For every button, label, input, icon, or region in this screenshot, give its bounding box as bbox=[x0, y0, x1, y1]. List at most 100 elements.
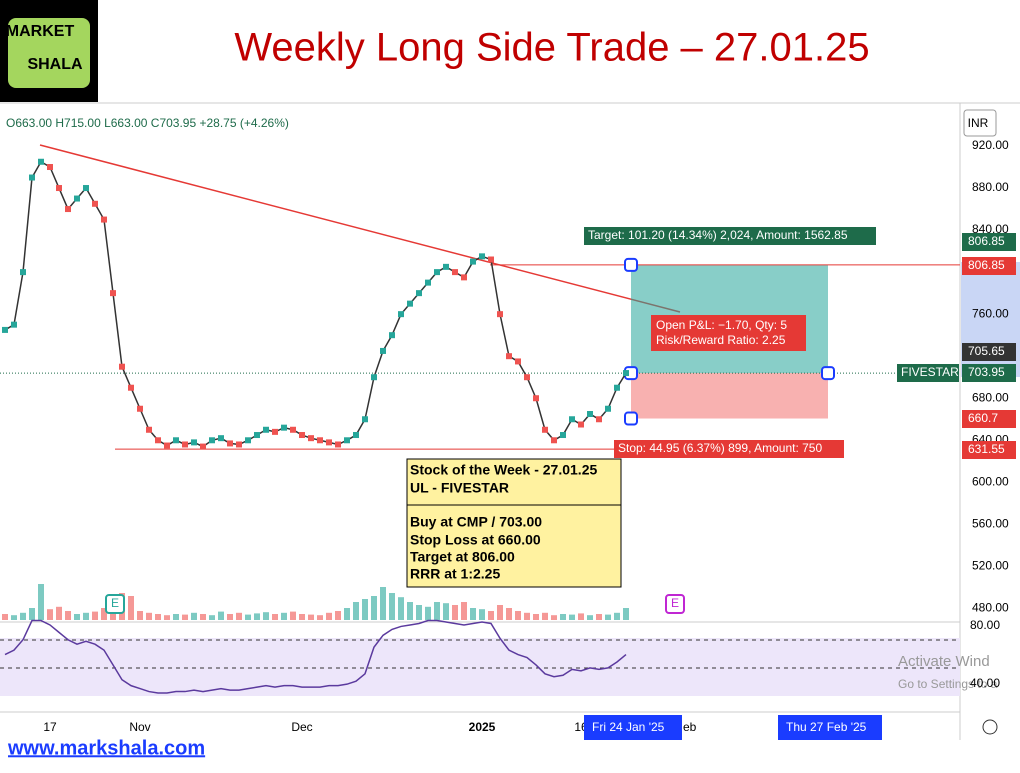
y-tick-label: 840.00 bbox=[972, 222, 1009, 236]
volume-bar bbox=[380, 587, 386, 620]
volume-bar bbox=[218, 611, 224, 620]
price-tag-bg bbox=[962, 343, 1016, 361]
handle bbox=[624, 257, 638, 272]
volume-bar bbox=[20, 612, 26, 620]
candle bbox=[272, 428, 278, 435]
volume-bar bbox=[461, 602, 467, 620]
handle bbox=[624, 411, 638, 426]
candle bbox=[362, 416, 368, 423]
candle bbox=[605, 405, 611, 412]
volume-bar bbox=[569, 614, 575, 620]
stop-zone bbox=[631, 373, 828, 419]
x-tick-label: 2025 bbox=[469, 720, 496, 734]
stop-label: Stop: 44.95 (6.37%) 899, Amount: 750 bbox=[618, 441, 822, 455]
volume-bar bbox=[623, 608, 629, 620]
candle bbox=[515, 358, 521, 365]
volume-bar bbox=[29, 608, 35, 620]
price-tag: 806.85 bbox=[968, 234, 1005, 248]
currency-button[interactable] bbox=[963, 109, 997, 137]
note-text: Target at 806.00 bbox=[410, 549, 515, 565]
note-text: RRR at 1:2.25 bbox=[410, 566, 500, 582]
volume-bar bbox=[182, 614, 188, 620]
volume-bar bbox=[236, 612, 242, 620]
volume-bar bbox=[506, 608, 512, 620]
candle bbox=[506, 353, 512, 360]
volume-bar bbox=[290, 611, 296, 620]
candle bbox=[461, 274, 467, 281]
y-tick-label: 920.00 bbox=[972, 138, 1009, 152]
volume-bar bbox=[92, 611, 98, 620]
candle bbox=[308, 435, 314, 442]
candle bbox=[155, 437, 161, 444]
watermark: Activate Wind bbox=[898, 653, 990, 670]
volume-bar bbox=[443, 603, 449, 620]
candle bbox=[2, 326, 8, 333]
target-label-bg bbox=[584, 227, 876, 245]
volume-bar bbox=[344, 608, 350, 620]
volume-bar bbox=[335, 611, 341, 620]
volume-bar bbox=[362, 599, 368, 620]
currency[interactable]: INR bbox=[968, 116, 989, 130]
candle bbox=[533, 395, 539, 402]
price-series bbox=[4, 160, 627, 448]
candle bbox=[470, 258, 476, 265]
volume-bar bbox=[488, 611, 494, 620]
rsi-tick-label: 40.00 bbox=[970, 676, 1000, 690]
volume-bar bbox=[128, 596, 134, 620]
candle bbox=[200, 443, 206, 450]
note-text: UL - FIVESTAR bbox=[410, 480, 509, 496]
candle bbox=[452, 269, 458, 276]
logo-text: MARKET bbox=[6, 23, 75, 40]
candle bbox=[146, 426, 152, 433]
y-tick-label: 600.00 bbox=[972, 474, 1009, 488]
candle bbox=[614, 384, 620, 391]
pnl-bg bbox=[651, 315, 806, 351]
volume-bar bbox=[524, 612, 530, 620]
candle bbox=[371, 374, 377, 381]
settings-icon[interactable] bbox=[982, 719, 998, 735]
volume-bar bbox=[209, 615, 215, 620]
candle bbox=[236, 441, 242, 448]
stop-label-bg bbox=[614, 440, 844, 458]
note-text: Buy at CMP / 703.00 bbox=[410, 514, 542, 530]
candle bbox=[524, 374, 530, 381]
volume-bar bbox=[263, 612, 269, 620]
volume-bar bbox=[56, 606, 62, 620]
volume-bar bbox=[614, 612, 620, 620]
candle bbox=[254, 432, 260, 439]
candle bbox=[245, 437, 251, 444]
candle bbox=[119, 363, 125, 370]
y-tick-label: 760.00 bbox=[972, 306, 1009, 320]
candle bbox=[344, 437, 350, 444]
date-tag-bg bbox=[778, 715, 882, 740]
rsi-tick-label: 80.00 bbox=[970, 618, 1000, 632]
logo-text: SHALA bbox=[27, 56, 83, 73]
candle bbox=[38, 158, 44, 165]
volume-bar bbox=[164, 615, 170, 620]
candle bbox=[191, 439, 197, 446]
candle bbox=[497, 311, 503, 318]
price-tag: 703.95 bbox=[968, 365, 1005, 379]
candle bbox=[65, 206, 71, 213]
candle bbox=[218, 435, 224, 442]
volume-bar bbox=[191, 612, 197, 620]
rsi-band bbox=[0, 638, 960, 696]
price-tag: 660.7 bbox=[968, 411, 998, 425]
candle bbox=[434, 269, 440, 276]
volume-bar bbox=[596, 614, 602, 620]
date-tag: Thu 27 Feb '25 bbox=[786, 720, 867, 734]
candle bbox=[542, 426, 548, 433]
volume-bar bbox=[245, 614, 251, 620]
x-tick-label: eb bbox=[683, 720, 697, 734]
event-label: E bbox=[111, 596, 119, 610]
candle bbox=[173, 437, 179, 444]
candle bbox=[101, 216, 107, 223]
candle bbox=[623, 370, 629, 377]
note-text: Stock of the Week - 27.01.25 bbox=[410, 462, 597, 478]
candle bbox=[290, 426, 296, 433]
volume-bar bbox=[281, 612, 287, 620]
volume-bar bbox=[434, 602, 440, 620]
volume-bar bbox=[542, 612, 548, 620]
candle bbox=[11, 321, 17, 328]
